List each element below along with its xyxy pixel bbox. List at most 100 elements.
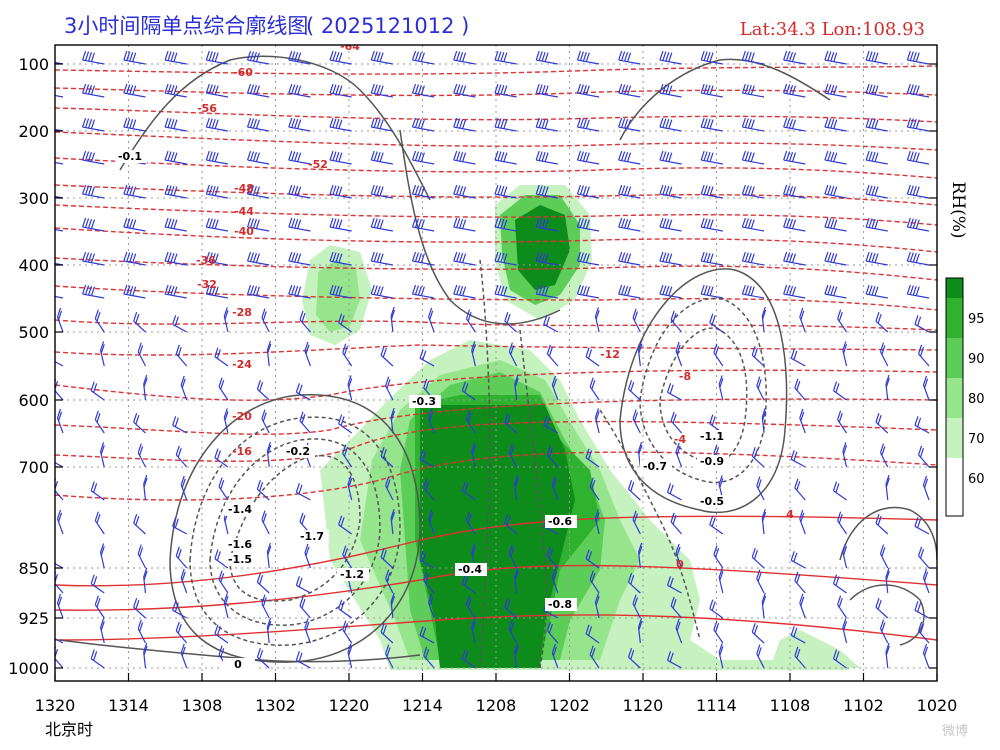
wind-barb-shaft [494, 293, 517, 299]
wind-barb-feather [703, 185, 708, 195]
wind-barb-feather [370, 217, 375, 228]
wind-barb-feather [494, 150, 499, 161]
temperature-contour [55, 157, 937, 179]
wind-barb-feather [417, 252, 422, 263]
wind-barb-feather [871, 285, 876, 296]
wind-barb [675, 618, 683, 644]
wind-barb-feather [535, 83, 540, 94]
wind-barb-feather [709, 219, 714, 229]
wind-barb-feather [838, 598, 843, 608]
wind-barb-feather [301, 312, 306, 323]
wind-barb-feather [465, 511, 471, 521]
wind-barb-feather [294, 118, 299, 129]
wind-barb-feather [833, 186, 838, 196]
wind-barb-feather [753, 625, 759, 635]
wind-barb-feather [93, 483, 98, 493]
wind-barb-shaft [82, 193, 105, 199]
wind-barb-feather [497, 285, 502, 295]
vertical-velocity-label-bg [697, 495, 729, 508]
wind-barb-feather [706, 252, 711, 263]
wind-barb-feather [57, 596, 63, 606]
wind-barb-feather [338, 152, 343, 162]
wind-barb-feather [874, 52, 879, 62]
wind-barb-feather [912, 51, 917, 62]
wind-barb-feather [500, 84, 505, 95]
wind-barb-feather [719, 378, 724, 388]
wind-barb-feather [497, 84, 502, 94]
temperature-contour [55, 614, 937, 641]
wind-barb-feather [585, 152, 590, 162]
wind-barb-feather [132, 186, 137, 196]
wind-barb-feather [338, 85, 343, 95]
wind-barb-feather [830, 84, 835, 95]
wind-barb [180, 568, 188, 594]
wind-barb [666, 483, 682, 501]
wind-barb-feather [665, 252, 670, 263]
wind-barb-feather [709, 85, 714, 95]
wind-barb-feather [497, 118, 502, 128]
wind-barb-feather [422, 627, 427, 637]
wind-barb-feather [376, 252, 381, 263]
wind-barb [55, 451, 64, 468]
wind-barb [137, 342, 147, 367]
wind-barb-feather [665, 151, 670, 162]
wind-barb-feather [535, 150, 540, 161]
wind-barb-feather [294, 51, 299, 62]
wind-barb-feather [459, 51, 464, 62]
wind-barb-shaft [536, 260, 558, 266]
wind-barb-feather [744, 185, 749, 195]
wind-barb-shaft [824, 226, 847, 232]
wind-barb [55, 552, 64, 569]
wind-barb-feather [538, 118, 543, 128]
wind-barb-feather [214, 52, 219, 62]
wind-barb-shaft [329, 126, 352, 132]
wind-barb-feather [255, 119, 260, 129]
wind-barb-feather [214, 448, 219, 458]
wind-barb-shaft [288, 226, 311, 232]
wind-barb-feather [379, 219, 384, 229]
temperature-label: -8 [679, 370, 691, 383]
wind-barb-feather [587, 626, 593, 636]
wind-barb-feather [249, 118, 255, 128]
wind-barb [385, 376, 394, 401]
wind-barb-feather [548, 623, 553, 634]
temperature-contour [55, 65, 937, 75]
colorbar-tick-label: 80 [968, 392, 985, 407]
wind-barb-feather [637, 542, 643, 553]
wind-barb [922, 375, 930, 401]
wind-barb-feather [173, 286, 178, 296]
wind-barb [637, 542, 643, 569]
wind-barb-feather [868, 118, 873, 128]
wind-barb [576, 50, 600, 65]
wind-barb-feather [552, 646, 557, 656]
wind-barb [205, 83, 229, 98]
wind-barb-feather [335, 218, 340, 229]
wind-barb-feather [790, 551, 795, 561]
wind-barb-shaft [123, 92, 146, 98]
wind-barb-feather [917, 445, 923, 456]
wind-barb-feather [750, 286, 755, 296]
wind-barb-feather [500, 285, 505, 296]
wind-barb-feather [338, 253, 343, 263]
wind-barb-feather [799, 307, 804, 318]
wind-barb-feather [420, 52, 425, 62]
wind-barb-feather [379, 119, 384, 129]
wind-barb-feather [294, 285, 299, 296]
wind-barb [794, 478, 806, 501]
wind-barb-feather [411, 217, 417, 228]
wind-barb [670, 512, 683, 535]
wind-barb-feather [579, 84, 584, 94]
wind-barb-feather [56, 408, 62, 419]
wind-barb-feather [545, 316, 551, 326]
wind-barb-feather [390, 306, 395, 317]
wind-barb-feather [50, 153, 53, 162]
wind-barb-shaft [618, 159, 641, 165]
wind-barb-feather [49, 626, 52, 635]
wind-barb-feather [288, 50, 293, 61]
wind-barb-feather [50, 53, 53, 62]
wind-barb-feather [662, 252, 667, 262]
wind-barb-shaft [82, 59, 105, 65]
wind-barb-feather [668, 52, 673, 62]
wind-barb-shaft [824, 59, 847, 65]
wind-barb-feather [417, 185, 422, 196]
